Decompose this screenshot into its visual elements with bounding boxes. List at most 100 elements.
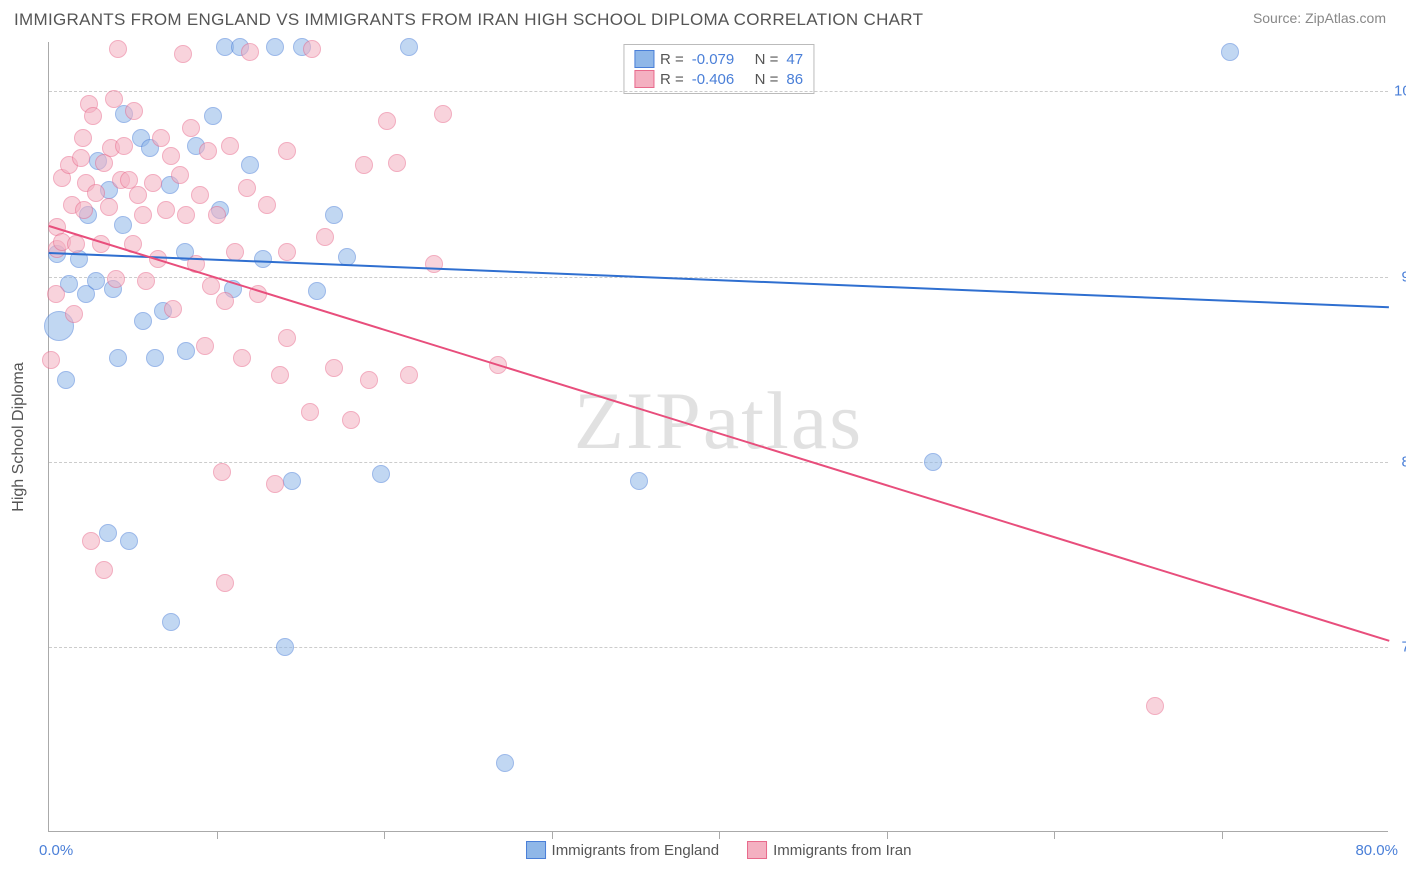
data-point-iran — [67, 235, 85, 253]
r-value: -0.406 — [692, 71, 735, 88]
n-value: 47 — [786, 51, 803, 68]
series-legend-item-england: Immigrants from England — [526, 841, 720, 859]
data-point-iran — [65, 305, 83, 323]
x-min-tick: 0.0% — [39, 842, 73, 859]
data-point-iran — [221, 137, 239, 155]
gridline-h — [49, 277, 1388, 278]
data-point-england — [325, 206, 343, 224]
legend-swatch-icon — [634, 70, 654, 88]
x-tick — [719, 831, 720, 839]
trend-line-iran — [49, 225, 1390, 642]
data-point-iran — [87, 184, 105, 202]
r-label: R = — [660, 51, 684, 68]
data-point-iran — [355, 156, 373, 174]
data-point-iran — [157, 201, 175, 219]
data-point-england — [177, 342, 195, 360]
data-point-iran — [47, 285, 65, 303]
y-tick-label: 92.5% — [1394, 268, 1406, 285]
series-legend: Immigrants from England Immigrants from I… — [526, 841, 912, 859]
data-point-iran — [238, 179, 256, 197]
data-point-iran — [208, 206, 226, 224]
data-point-iran — [199, 142, 217, 160]
r-value: -0.079 — [692, 51, 735, 68]
data-point-iran — [278, 243, 296, 261]
data-point-england — [630, 472, 648, 490]
data-point-iran — [84, 107, 102, 125]
data-point-iran — [171, 166, 189, 184]
chart-title: IMMIGRANTS FROM ENGLAND VS IMMIGRANTS FR… — [14, 10, 923, 30]
x-tick — [552, 831, 553, 839]
data-point-iran — [202, 277, 220, 295]
data-point-iran — [42, 351, 60, 369]
x-tick — [887, 831, 888, 839]
data-point-iran — [425, 255, 443, 273]
data-point-iran — [1146, 697, 1164, 715]
y-tick-label: 77.5% — [1394, 638, 1406, 655]
series-label: Immigrants from England — [552, 842, 720, 859]
data-point-iran — [152, 129, 170, 147]
data-point-england — [57, 371, 75, 389]
data-point-iran — [162, 147, 180, 165]
data-point-iran — [115, 137, 133, 155]
data-point-iran — [95, 561, 113, 579]
data-point-iran — [258, 196, 276, 214]
x-tick — [217, 831, 218, 839]
r-label: R = — [660, 71, 684, 88]
y-tick-label: 85.0% — [1394, 453, 1406, 470]
legend-swatch-icon — [747, 841, 767, 859]
data-point-england — [1221, 43, 1239, 61]
data-point-england — [308, 282, 326, 300]
data-point-iran — [137, 272, 155, 290]
n-label: N = — [755, 71, 779, 88]
data-point-iran — [301, 403, 319, 421]
n-value: 86 — [786, 71, 803, 88]
data-point-iran — [216, 292, 234, 310]
data-point-iran — [303, 40, 321, 58]
data-point-england — [99, 524, 117, 542]
legend-row-iran: R = -0.406 N = 86 — [634, 69, 803, 89]
data-point-england — [372, 465, 390, 483]
data-point-iran — [278, 142, 296, 160]
data-point-england — [146, 349, 164, 367]
data-point-iran — [342, 411, 360, 429]
data-point-iran — [226, 243, 244, 261]
data-point-iran — [134, 206, 152, 224]
data-point-iran — [434, 105, 452, 123]
data-point-england — [496, 754, 514, 772]
data-point-iran — [266, 475, 284, 493]
data-point-iran — [109, 40, 127, 58]
data-point-england — [134, 312, 152, 330]
data-point-iran — [82, 532, 100, 550]
data-point-iran — [216, 574, 234, 592]
gridline-h — [49, 462, 1388, 463]
data-point-iran — [388, 154, 406, 172]
data-point-england — [87, 272, 105, 290]
data-point-iran — [241, 43, 259, 61]
data-point-iran — [278, 329, 296, 347]
data-point-iran — [105, 90, 123, 108]
data-point-iran — [182, 119, 200, 137]
correlation-legend: R = -0.079 N = 47R = -0.406 N = 86 — [623, 44, 814, 94]
source-label: Source: ZipAtlas.com — [1253, 10, 1386, 26]
data-point-england — [120, 532, 138, 550]
watermark-text: ZIPatlas — [574, 374, 863, 468]
data-point-iran — [271, 366, 289, 384]
series-label: Immigrants from Iran — [773, 842, 911, 859]
data-point-iran — [400, 366, 418, 384]
data-point-iran — [191, 186, 209, 204]
data-point-england — [266, 38, 284, 56]
data-point-iran — [144, 174, 162, 192]
trend-line-england — [49, 252, 1389, 308]
gridline-h — [49, 91, 1388, 92]
data-point-iran — [174, 45, 192, 63]
data-point-iran — [100, 198, 118, 216]
data-point-iran — [164, 300, 182, 318]
y-axis-title: High School Diploma — [10, 362, 28, 511]
data-point-iran — [196, 337, 214, 355]
data-point-england — [276, 638, 294, 656]
data-point-iran — [129, 186, 147, 204]
data-point-england — [114, 216, 132, 234]
data-point-england — [162, 613, 180, 631]
legend-swatch-icon — [634, 50, 654, 68]
legend-row-england: R =-0.079 N =47 — [634, 49, 803, 69]
